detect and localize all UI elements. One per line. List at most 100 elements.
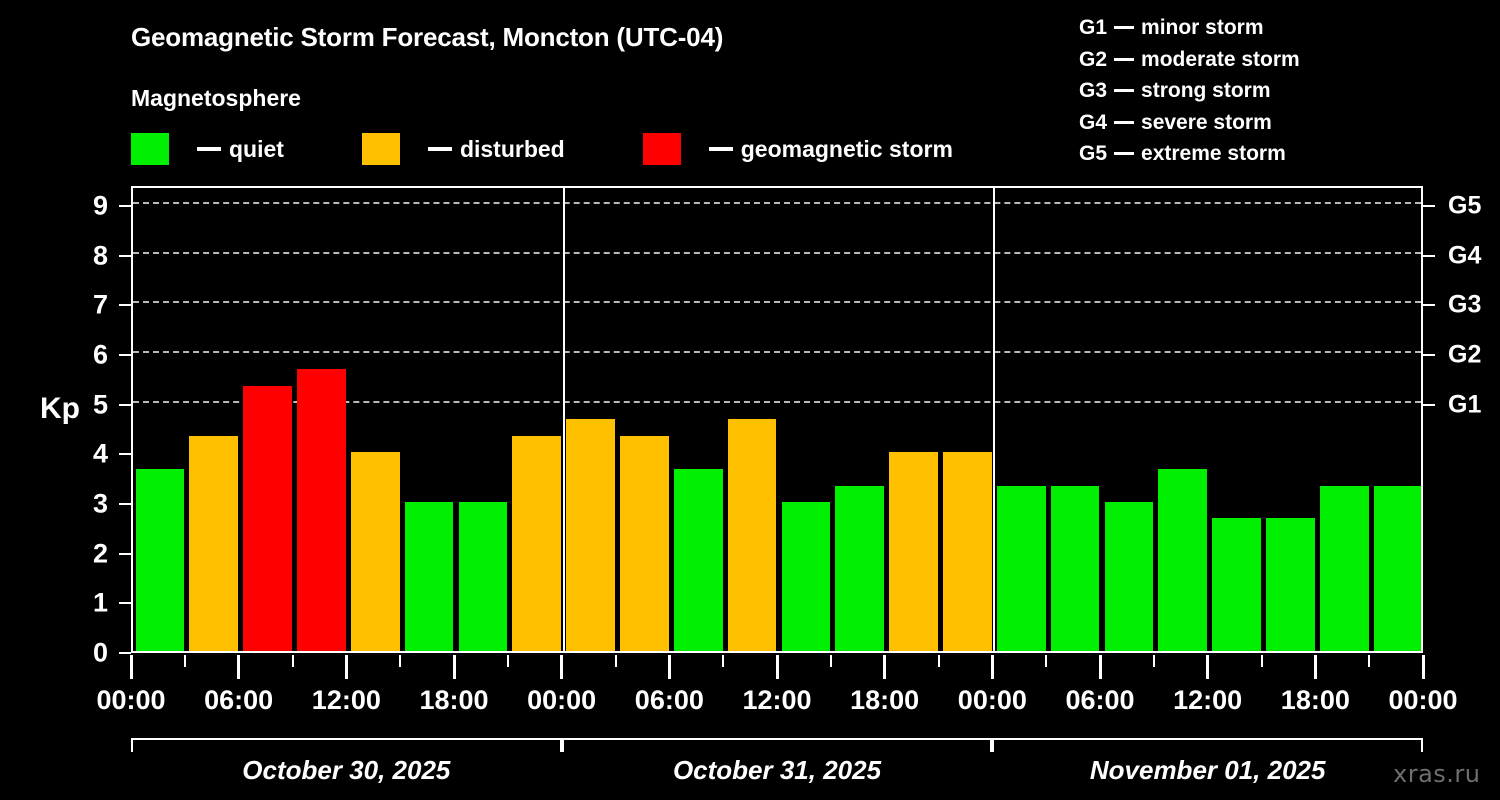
y-tick-mark (119, 353, 131, 356)
legend-entry-quiet: quiet (131, 133, 284, 165)
x-tick-major (1206, 655, 1210, 679)
legend-swatch-quiet (131, 133, 169, 165)
g-tick-mark (1423, 403, 1435, 406)
legend-dash-icon (427, 147, 452, 151)
gridline-kp-5 (133, 400, 1421, 403)
x-tick-label: 12:00 (1173, 685, 1243, 715)
bar (350, 452, 400, 651)
g-legend-code-g3: G3 (1079, 79, 1108, 102)
x-tick-minor (937, 655, 940, 667)
gridline-kp-7 (133, 301, 1421, 304)
x-tick-label: 00:00 (957, 685, 1027, 715)
bar (1319, 485, 1369, 651)
bar (673, 468, 723, 651)
day-label: November 01, 2025 (1089, 755, 1326, 785)
x-tick-label: 00:00 (96, 685, 166, 715)
x-tick-minor (183, 655, 186, 667)
x-tick-minor (1045, 655, 1048, 667)
x-tick-major (1421, 655, 1425, 679)
plot-area (131, 186, 1423, 653)
x-tick-label: 18:00 (850, 685, 920, 715)
g-tick-mark (1423, 353, 1435, 356)
bar (1212, 518, 1261, 651)
g-axis-label-g1: G1 (1448, 390, 1482, 419)
g-legend-dash-icon (1114, 57, 1135, 61)
g-legend-row-g4: G4 severe storm (1079, 107, 1300, 139)
day-separator (562, 188, 565, 651)
g-legend-desc-g1: minor storm (1141, 16, 1264, 39)
y-tick-mark (119, 602, 131, 605)
x-tick-minor (291, 655, 294, 667)
bar (620, 435, 669, 651)
g-legend-code-g5: G5 (1079, 142, 1108, 165)
y-tick-label-7: 7 (92, 289, 108, 320)
gridline-kp-6 (133, 350, 1421, 353)
bar (835, 485, 885, 651)
g-axis-label-g3: G3 (1448, 290, 1482, 319)
x-tick-minor (614, 655, 617, 667)
bar (243, 386, 292, 651)
gridline-kp-8 (133, 251, 1421, 254)
color-legend: quiet disturbed geomagnetic storm (131, 133, 953, 165)
bar (781, 501, 831, 651)
x-tick-label: 18:00 (419, 685, 489, 715)
bar (1050, 485, 1100, 651)
x-tick-minor (399, 655, 402, 667)
day-separator (993, 188, 996, 651)
legend-dash-icon (708, 147, 733, 151)
day-bracket (561, 738, 993, 752)
g-legend-dash-icon (1114, 152, 1135, 156)
x-tick-minor (1260, 655, 1263, 667)
bar (1266, 518, 1315, 651)
magnetosphere-label: Magnetosphere (131, 85, 301, 111)
g-legend-code-g4: G4 (1079, 110, 1108, 134)
x-tick-label: 12:00 (311, 685, 381, 715)
x-tick-label: 00:00 (1388, 685, 1458, 715)
bar (297, 369, 346, 651)
watermark: xras.ru (1393, 760, 1481, 788)
y-tick-label-6: 6 (92, 339, 108, 370)
bar (1104, 501, 1154, 651)
x-tick-major (452, 655, 456, 679)
y-axis-title: Kp (40, 392, 80, 425)
bar (189, 435, 239, 651)
y-tick-label-4: 4 (92, 438, 108, 469)
x-tick-label: 12:00 (742, 685, 812, 715)
y-tick-mark (119, 552, 131, 555)
x-tick-label: 06:00 (634, 685, 704, 715)
page-title: Geomagnetic Storm Forecast, Moncton (UTC… (131, 22, 724, 52)
g-legend-dash-icon (1114, 120, 1135, 124)
g-tick-mark (1423, 204, 1435, 207)
y-tick-label-8: 8 (92, 240, 108, 271)
g-axis-label-g5: G5 (1448, 191, 1482, 220)
legend-entry-geomagnetic-storm: geomagnetic storm (642, 133, 953, 165)
legend-entry-disturbed: disturbed (361, 133, 565, 165)
legend-swatch-geomagnetic-storm (642, 133, 681, 165)
bar (943, 452, 992, 651)
bar (458, 501, 508, 651)
legend-label-quiet: quiet (229, 135, 284, 162)
y-tick-label-1: 1 (92, 587, 108, 618)
g-legend-code-g2: G2 (1079, 47, 1108, 71)
x-tick-major (560, 655, 564, 679)
x-tick-minor (1368, 655, 1371, 667)
x-tick-major (775, 655, 779, 679)
day-bracket (131, 738, 562, 752)
g-legend-desc-g2: moderate storm (1141, 47, 1300, 71)
gridline-kp-9 (133, 201, 1421, 204)
x-tick-major (344, 655, 348, 679)
g-legend-desc-g3: strong storm (1141, 79, 1271, 102)
legend-dash-icon (197, 147, 221, 151)
g-legend-row-g1: G1 minor storm (1079, 12, 1300, 44)
bar (135, 468, 185, 651)
x-tick-label: 18:00 (1280, 685, 1350, 715)
y-tick-mark (119, 403, 131, 406)
bar (889, 452, 938, 651)
y-tick-label-9: 9 (92, 190, 108, 221)
bar (566, 419, 615, 651)
x-tick-label: 06:00 (204, 685, 274, 715)
g-legend-desc-g4: severe storm (1141, 110, 1272, 134)
g-legend-row-g5: G5 extreme storm (1079, 138, 1300, 170)
x-tick-major (883, 655, 887, 679)
